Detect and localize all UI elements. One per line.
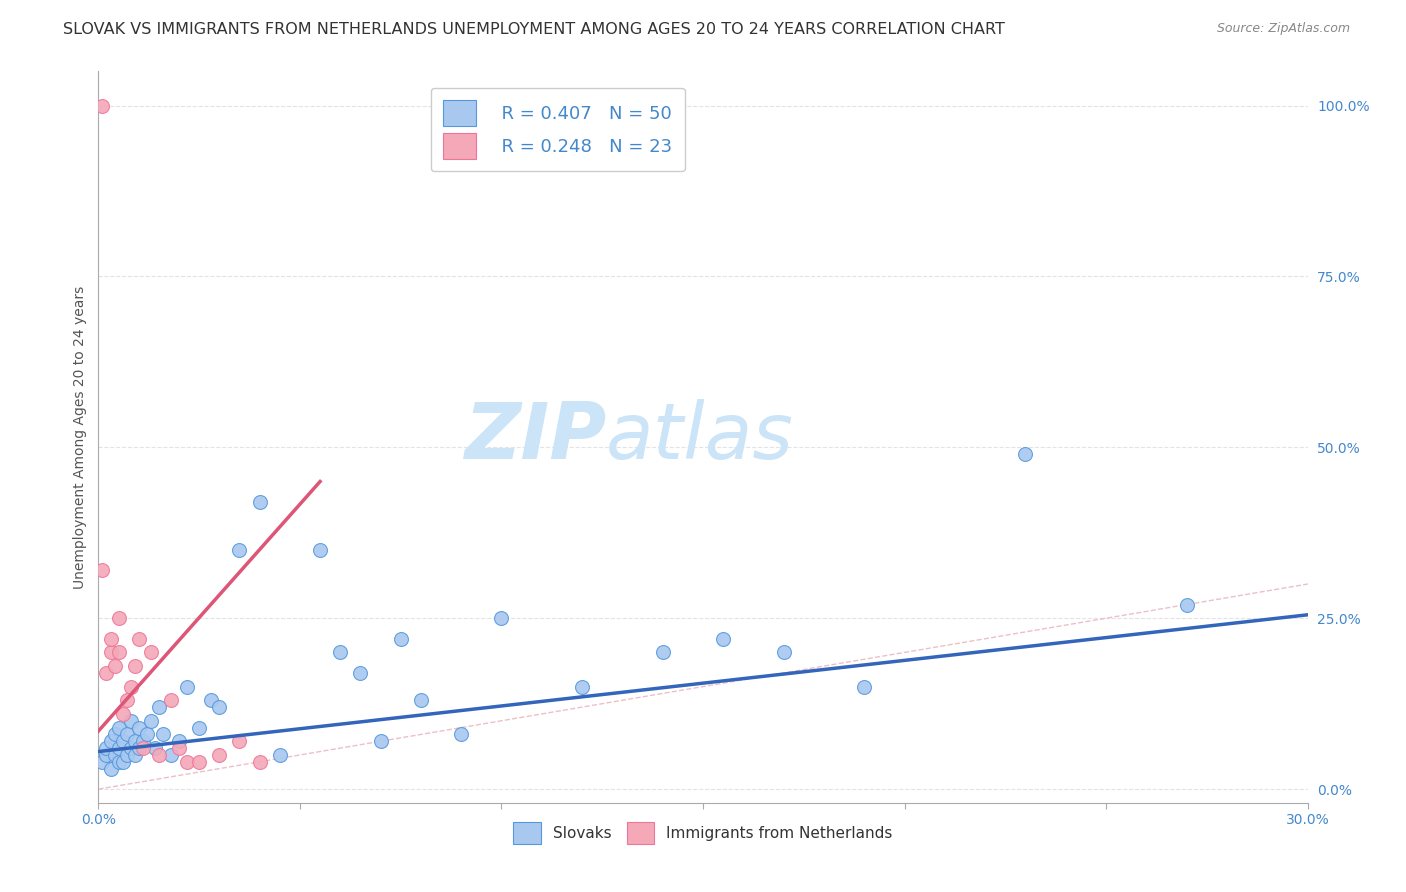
Point <box>160 747 183 762</box>
Text: atlas: atlas <box>606 399 794 475</box>
Point <box>176 680 198 694</box>
Point <box>107 755 129 769</box>
Point <box>160 693 183 707</box>
Point <box>148 700 170 714</box>
Point <box>115 727 138 741</box>
Point <box>249 755 271 769</box>
Point <box>389 632 412 646</box>
Point <box>111 706 134 721</box>
Point <box>176 755 198 769</box>
Point <box>103 659 125 673</box>
Point <box>370 734 392 748</box>
Point <box>135 727 157 741</box>
Point <box>269 747 291 762</box>
Point <box>124 747 146 762</box>
Point <box>208 747 231 762</box>
Point <box>107 741 129 756</box>
Point <box>167 734 190 748</box>
Point <box>103 747 125 762</box>
Point <box>128 632 150 646</box>
Point <box>152 727 174 741</box>
Point <box>711 632 734 646</box>
Point <box>853 680 876 694</box>
Text: SLOVAK VS IMMIGRANTS FROM NETHERLANDS UNEMPLOYMENT AMONG AGES 20 TO 24 YEARS COR: SLOVAK VS IMMIGRANTS FROM NETHERLANDS UN… <box>63 22 1005 37</box>
Point <box>103 727 125 741</box>
Text: Source: ZipAtlas.com: Source: ZipAtlas.com <box>1216 22 1350 36</box>
Point <box>124 734 146 748</box>
Point <box>91 563 114 577</box>
Point <box>96 747 118 762</box>
Point <box>111 755 134 769</box>
Point <box>91 755 114 769</box>
Point <box>167 741 190 756</box>
Point <box>491 611 513 625</box>
Point <box>1014 447 1036 461</box>
Point <box>107 721 129 735</box>
Legend: Slovaks, Immigrants from Netherlands: Slovaks, Immigrants from Netherlands <box>508 816 898 850</box>
Point <box>772 645 794 659</box>
Point <box>200 693 222 707</box>
Point <box>100 632 122 646</box>
Point <box>96 741 118 756</box>
Point <box>111 734 134 748</box>
Point <box>120 741 142 756</box>
Point <box>100 762 122 776</box>
Point <box>188 755 211 769</box>
Point <box>132 741 155 756</box>
Point <box>96 665 118 680</box>
Point <box>309 542 332 557</box>
Point <box>139 714 162 728</box>
Point <box>1175 598 1198 612</box>
Point <box>228 734 250 748</box>
Point <box>124 659 146 673</box>
Point <box>148 747 170 762</box>
Point <box>651 645 673 659</box>
Point <box>208 700 231 714</box>
Text: ZIP: ZIP <box>464 399 606 475</box>
Point <box>100 645 122 659</box>
Point <box>409 693 432 707</box>
Point <box>450 727 472 741</box>
Point <box>571 680 593 694</box>
Point <box>107 645 129 659</box>
Point <box>349 665 371 680</box>
Point <box>329 645 352 659</box>
Point <box>143 741 166 756</box>
Point <box>120 680 142 694</box>
Point <box>120 714 142 728</box>
Point <box>139 645 162 659</box>
Point <box>115 693 138 707</box>
Point <box>115 747 138 762</box>
Point <box>249 495 271 509</box>
Point <box>188 721 211 735</box>
Point <box>132 734 155 748</box>
Point <box>107 611 129 625</box>
Y-axis label: Unemployment Among Ages 20 to 24 years: Unemployment Among Ages 20 to 24 years <box>73 285 87 589</box>
Point <box>91 98 114 112</box>
Point <box>100 734 122 748</box>
Point <box>128 741 150 756</box>
Point <box>228 542 250 557</box>
Point <box>128 721 150 735</box>
